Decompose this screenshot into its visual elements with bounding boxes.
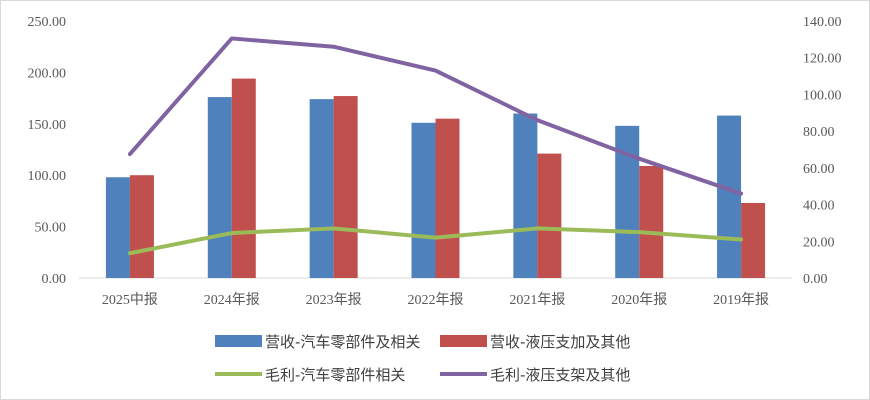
x-tick-label: 2022年报: [408, 292, 464, 308]
y-left-tick-label: 50.00: [35, 221, 67, 236]
legend-label: 毛利-汽车零部件相关: [265, 366, 405, 384]
x-tick-label: 2019年报: [713, 292, 769, 308]
y-right-tick-label: 40.00: [803, 199, 835, 214]
bar-revenue-auto-parts: [207, 97, 232, 279]
y-left-tick-label: 100.00: [28, 169, 67, 184]
y-right-tick-label: 20.00: [803, 235, 835, 250]
line-gross-profit-auto-parts: [127, 226, 744, 256]
bar-revenue-auto-parts: [513, 113, 538, 279]
y-right-tick-label: 120.00: [803, 52, 842, 67]
legend-label: 毛利-液压支架及其他: [490, 366, 630, 384]
x-tick-label: 2023年报: [306, 292, 362, 308]
bar-revenue-auto-parts: [717, 115, 742, 279]
bar-revenue-auto-parts: [105, 177, 130, 278]
bar-revenue-auto-parts: [411, 122, 436, 278]
line-gross-profit-hydraulic: [127, 36, 744, 196]
bar-revenue-hydraulic: [333, 96, 358, 278]
legend-swatch: [215, 335, 262, 347]
bar-revenue-hydraulic: [537, 153, 562, 278]
bar-revenue-hydraulic: [129, 175, 154, 278]
y-right-tick-label: 80.00: [803, 125, 835, 140]
legend-swatch: [440, 335, 487, 347]
bar-revenue-hydraulic: [231, 78, 256, 279]
y-left-tick-label: 200.00: [28, 66, 67, 81]
x-tick-label: 2025中报: [102, 292, 158, 308]
y-left-tick-label: 250.00: [28, 15, 67, 30]
y-right-tick-label: 60.00: [803, 162, 835, 177]
bar-revenue-auto-parts: [615, 125, 640, 278]
x-tick-label: 2024年报: [204, 292, 260, 308]
bar-revenue-hydraulic: [639, 165, 664, 278]
y-right-tick-label: 140.00: [803, 15, 842, 30]
legend-label: 营收-汽车零部件及相关: [265, 333, 420, 351]
x-tick-label: 2020年报: [611, 292, 667, 308]
bar-revenue-hydraulic: [435, 118, 460, 278]
legend-label: 营收-液压支加及其他: [490, 333, 630, 351]
y-left-tick-label: 150.00: [28, 118, 67, 133]
bar-revenue-hydraulic: [741, 202, 766, 278]
y-right-tick-label: 100.00: [803, 88, 842, 103]
y-right-tick-label: 0.00: [803, 272, 828, 287]
bar-revenue-auto-parts: [309, 99, 334, 279]
y-left-tick-label: 0.00: [42, 272, 67, 287]
x-tick-label: 2021年报: [509, 292, 565, 308]
